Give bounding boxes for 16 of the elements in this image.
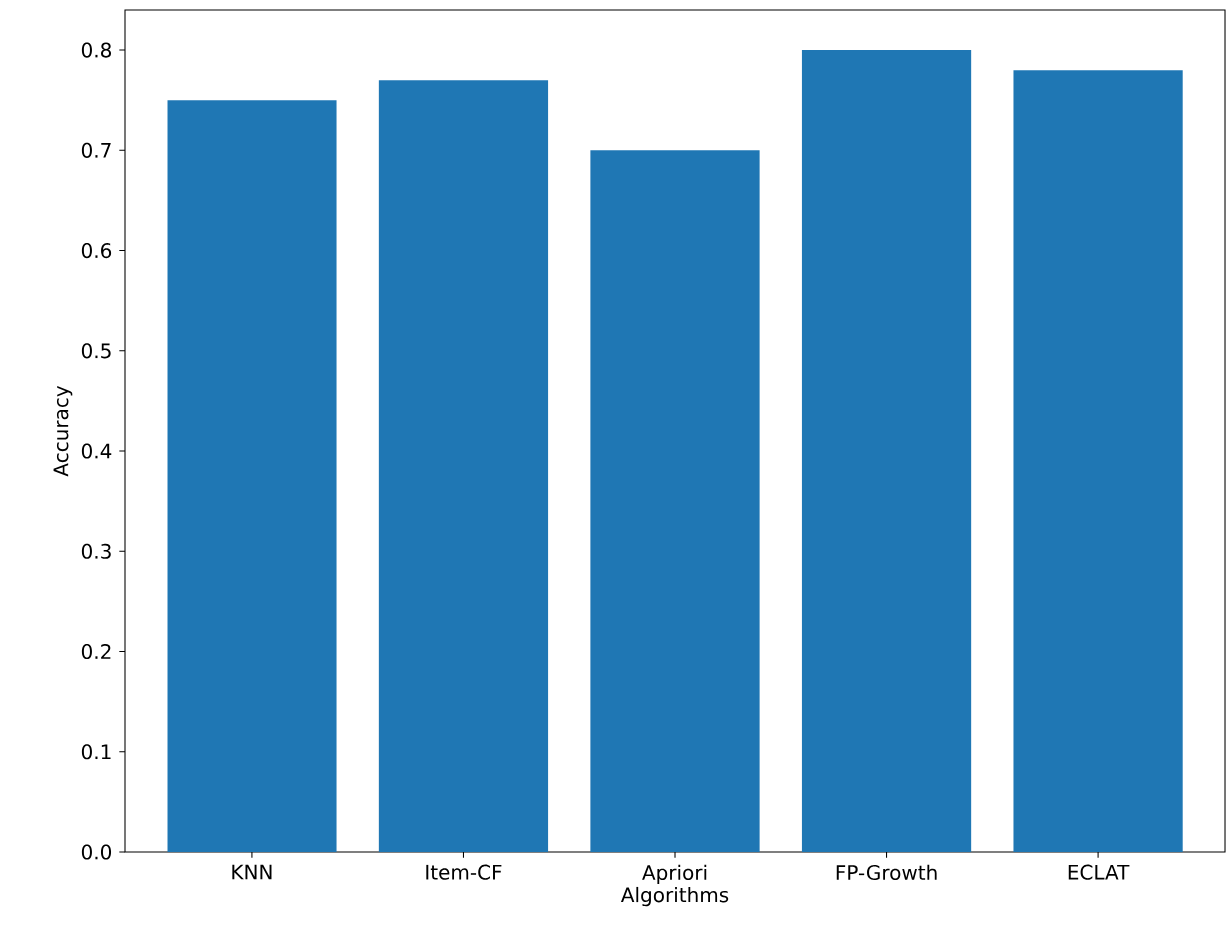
x-tick-label: ECLAT <box>1068 864 1130 880</box>
y-tick-label: 0.1 <box>81 744 111 760</box>
y-tick-label: 0.0 <box>81 844 112 860</box>
x-axis-title: Algorithms <box>620 886 729 907</box>
y-axis-title: Accuracy <box>53 385 73 477</box>
y-tick-label: 0.7 <box>81 142 111 158</box>
x-tick-label: FP-Growth <box>836 864 937 881</box>
y-tick-label: 0.2 <box>81 643 111 660</box>
y-tick-label: 0.3 <box>81 543 111 559</box>
y-tick-label: 0.8 <box>81 42 111 58</box>
x-tick-label: Apriori <box>642 864 707 884</box>
x-tick-label: KNN <box>232 864 272 880</box>
y-tick-label: 0.5 <box>81 343 111 359</box>
y-tick-label: 0.4 <box>81 443 112 459</box>
y-tick-label: 0.6 <box>81 243 112 259</box>
x-tick-label: Item-CF <box>426 864 502 880</box>
